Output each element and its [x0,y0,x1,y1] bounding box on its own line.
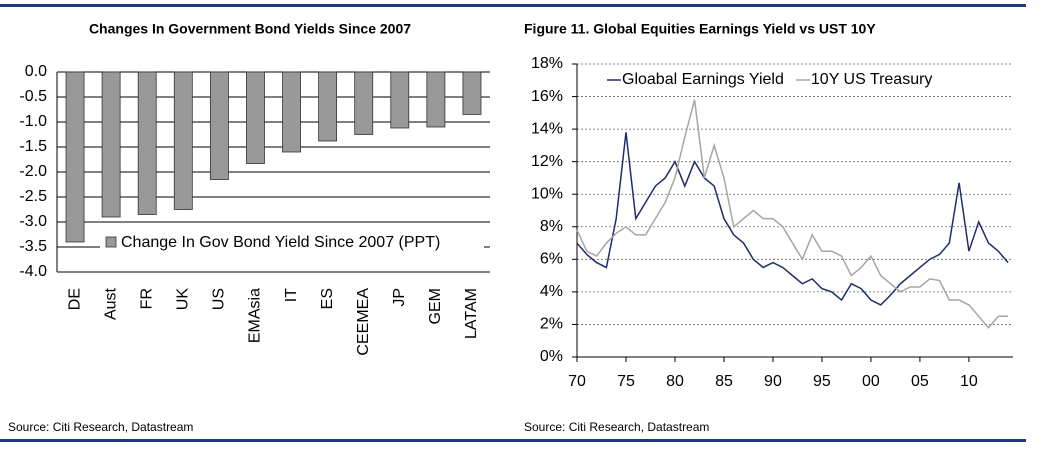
y-tick-label: 4% [540,283,563,300]
x-tick-label: FR [138,288,155,309]
y-tick-label: -1.0 [19,113,47,130]
legend-label: Change In Gov Bond Yield Since 2007 (PPT… [121,234,440,251]
x-tick-label: IT [283,288,300,302]
y-tick-label: 2% [540,316,563,333]
bar [209,71,229,180]
bar [101,71,121,218]
top-rule [0,4,1026,7]
x-tick-label: JP [391,288,408,307]
y-tick-label: 18% [531,55,563,72]
bar [426,71,446,128]
y-tick-label: 0.0 [25,63,47,80]
line-series [576,132,1009,306]
bar [282,71,301,153]
y-tick-label: -0.5 [19,88,47,105]
y-tick-label: 8% [540,218,563,235]
x-tick-label: CEEMEA [355,288,372,356]
source: Source: Citi Research, Datastream [8,420,193,434]
x-tick-label: 80 [666,373,684,390]
y-tick-label: -3.5 [19,238,47,255]
y-tick-label: -4.0 [19,263,47,280]
bar [173,71,193,210]
x-tick-label: 70 [568,373,586,390]
bar [390,71,410,129]
bar [137,71,157,215]
x-tick-label: EMAsia [247,288,264,343]
x-tick-label: 90 [764,373,782,390]
x-tick-label: 75 [617,373,635,390]
legend-label: Gloabal Earnings Yield [622,71,784,88]
y-tick-label: 16% [531,88,563,105]
x-tick-label: Aust [102,287,119,320]
legend-label: 10Y US Treasury [811,71,933,88]
y-tick-label: 10% [531,185,563,202]
x-tick-label: 95 [813,373,831,390]
x-tick-label: ES [319,288,336,309]
y-tick-label: 6% [540,251,563,268]
legend-swatch [105,236,117,248]
x-tick-label: DE [66,288,83,310]
source: Source: Citi Research, Datastream [524,420,709,434]
y-tick-label: 0% [540,348,563,365]
y-tick-label: 12% [531,153,563,170]
chart-title: Figure 11. Global Equities Earnings Yiel… [524,21,876,37]
y-tick-label: -2.5 [19,188,47,205]
x-tick-label: GEM [427,288,444,324]
x-tick-label: LATAM [463,288,480,339]
y-tick-label: -3.0 [19,213,47,230]
x-tick-label: UK [175,288,192,311]
bar [65,71,85,243]
y-tick-label: -1.5 [19,138,47,155]
x-tick-label: US [211,288,228,310]
bar [462,71,482,115]
chart-title: Changes In Government Bond Yields Since … [89,21,411,37]
bottom-rule [0,439,1026,442]
bar [354,71,374,135]
x-tick-label: 85 [715,373,733,390]
bar [318,71,338,142]
x-tick-label: 00 [862,373,880,390]
y-tick-label: 14% [531,120,563,137]
legend-box [100,229,484,255]
line-series [576,99,1009,329]
x-tick-label: 10 [960,373,978,390]
y-tick-label: -2.0 [19,163,47,180]
x-tick-label: 05 [911,373,929,390]
bar [246,71,265,164]
